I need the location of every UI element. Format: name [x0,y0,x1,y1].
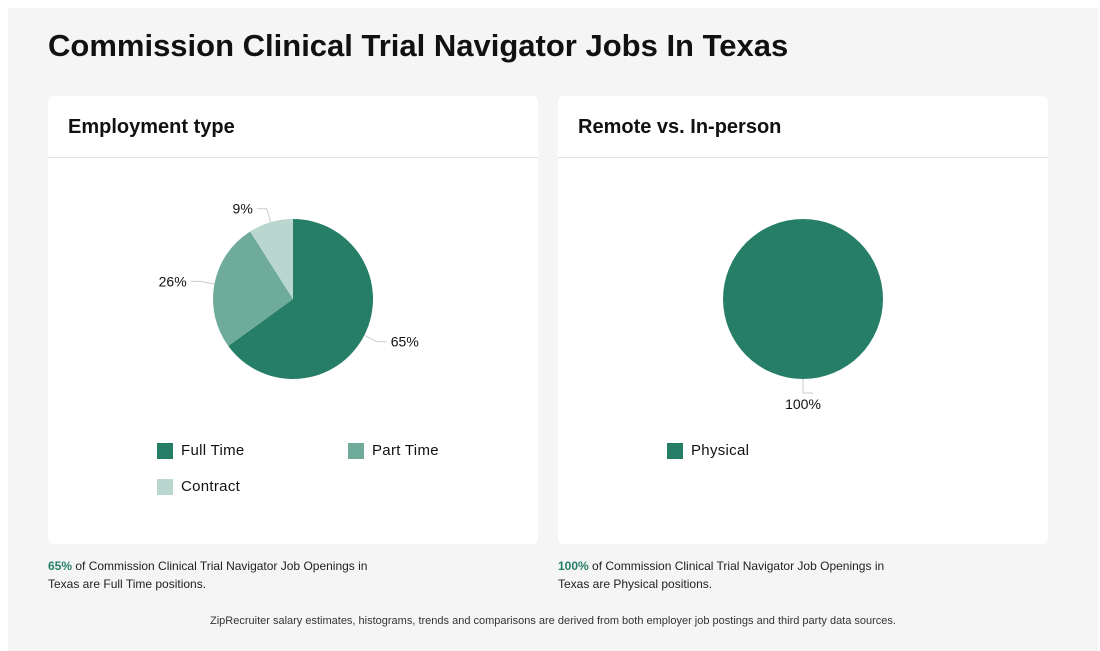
employment-caption-percent: 65% [48,559,73,573]
remote-caption: 100% of Commission Clinical Trial Naviga… [558,557,898,593]
pie-leader-line-employment-contract [256,208,272,223]
legend-item-physical[interactable]: Physical [667,442,749,459]
remote-caption-percent: 100% [558,559,589,573]
remote-caption-text: of Commission Clinical Trial Navigator J… [558,559,885,591]
employment-caption-text: of Commission Clinical Trial Navigator J… [48,559,368,591]
remote-vs-in-person-header: Remote vs. In-person [558,96,1048,158]
legend-label-full-time: Full Time [181,442,245,459]
legend-swatch-contract [157,478,173,495]
page-title: Commission Clinical Trial Navigator Jobs… [48,28,789,63]
legend-swatch-part-time [348,442,364,459]
pie-leader-line-employment-part-time [190,280,215,285]
remote-vs-in-person-pie-chart: 100% [723,219,883,412]
pie-label-remote-physical: 100% [785,396,821,412]
employment-type-caption: 65% of Commission Clinical Trial Navigat… [48,557,388,593]
pie-slice-employment-part-time[interactable] [212,231,293,347]
pie-slice-remote-physical[interactable] [723,219,883,379]
footer-disclaimer: ZipRecruiter salary estimates, histogram… [210,615,896,627]
legend-label-physical: Physical [691,442,750,459]
pie-label-employment-contract: 9% [233,201,253,217]
legend-item-part-time[interactable]: Part Time [348,442,439,459]
pie-slice-employment-contract[interactable] [250,219,293,299]
pie-leader-line-employment-full-time [364,334,387,343]
remote-vs-in-person-card: Remote vs. In-person 100% Physical [558,96,1048,544]
pie-slice-employment-full-time[interactable] [228,219,373,379]
pie-label-employment-full-time: 65% [391,334,419,350]
legend-swatch-physical [667,442,683,459]
employment-type-header: Employment type [48,96,538,158]
legend-label-part-time: Part Time [372,442,439,459]
legend-swatch-full-time [157,442,173,459]
pie-label-employment-part-time: 26% [159,273,187,289]
page-background: Commission Clinical Trial Navigator Jobs… [8,8,1098,651]
legend-label-contract: Contract [181,478,241,495]
legend-item-contract[interactable]: Contract [157,478,240,495]
employment-type-pie-chart: 65% 26% 9% [159,201,419,379]
employment-type-card: Employment type 65% 26% 9% Full Time Part … [48,96,538,544]
pie-leader-line-remote-physical [802,379,813,394]
legend-item-full-time[interactable]: Full Time [157,442,245,459]
